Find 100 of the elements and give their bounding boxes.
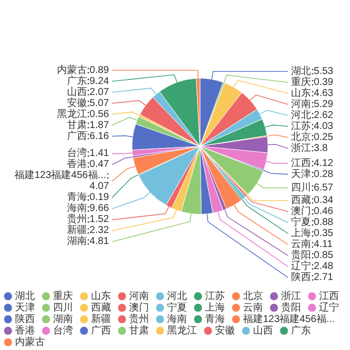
data-label: 0.56	[90, 108, 110, 120]
legend-label: 香港	[15, 324, 35, 336]
slice-label: 湖北	[291, 64, 311, 77]
slice-label: 云南	[291, 238, 311, 250]
data-label: 1.87	[90, 120, 110, 131]
slice-label: 西藏	[291, 194, 311, 206]
data-label: 4.03	[314, 120, 334, 132]
data-label: 0.39	[314, 76, 334, 88]
data-label: 0.35	[314, 228, 334, 240]
data-label: 2.48	[314, 261, 334, 272]
data-label: 9.66	[90, 203, 110, 214]
slice-label: 四川	[291, 181, 311, 194]
slice-label: 海南	[66, 202, 87, 214]
legend-label: 上海	[205, 301, 225, 314]
legend-label: 陕西	[15, 312, 35, 325]
slice-label: 广东	[66, 74, 87, 87]
data-label: 0.34	[314, 195, 334, 206]
legend-label: 贵阳	[281, 301, 301, 314]
legend-label: 重庆	[53, 290, 73, 302]
slice-label: 重庆	[291, 76, 311, 88]
slice-label: 黑龙江	[56, 108, 87, 120]
legend-label: 西藏	[91, 301, 111, 314]
legend-label: 福建123福建456福...	[243, 312, 335, 325]
legend-label: 天津	[15, 301, 35, 314]
data-label: 4.63	[314, 88, 334, 99]
legend-label: 青海	[205, 312, 225, 325]
data-label: 2.32	[90, 225, 110, 236]
slice-label: 新疆	[66, 224, 87, 236]
legend-label: 北京	[243, 290, 263, 302]
data-label: 0.25	[314, 132, 334, 143]
data-label: 2.71	[314, 272, 334, 284]
slice-label: 浙江	[291, 142, 311, 154]
slice-label: 台湾	[66, 147, 87, 160]
data-label: 0.46	[314, 206, 334, 218]
data-label: 1.52	[90, 214, 110, 226]
slice-label: 河北	[291, 108, 311, 121]
legend-label: 山西	[253, 324, 273, 336]
data-label: 4.81	[90, 236, 110, 248]
data-label: 0.28	[314, 168, 334, 180]
slice-label: 湖南	[66, 235, 87, 248]
slice-label: 福建123福建456福...	[14, 169, 106, 182]
slice-label: 广西	[66, 130, 87, 142]
data-label: 0.89	[90, 64, 110, 76]
legend-label: 湖南	[53, 312, 73, 325]
slice-label: 江西	[291, 156, 311, 169]
data-label: 5.53	[314, 66, 334, 77]
slice-label: 贵阳	[291, 249, 311, 262]
legend-label: 河北	[167, 290, 187, 302]
slice-label: 辽宁	[291, 260, 311, 272]
slice-label: 山东	[291, 86, 311, 99]
data-label: 4.12	[314, 158, 334, 169]
data-label: 4.07	[90, 181, 110, 192]
legend-label: 江苏	[205, 290, 225, 302]
slice-label: 山西	[66, 86, 87, 98]
legend-label: 内蒙古	[15, 336, 45, 348]
slice-label: 上海	[291, 227, 311, 240]
slice-label: 北京	[291, 130, 311, 143]
slice-label: 澳门	[291, 205, 311, 218]
legend-label: 广西	[91, 324, 111, 336]
legend-label: 甘肃	[129, 324, 149, 336]
slice-label: 甘肃	[66, 118, 87, 131]
data-label: 2.62	[314, 110, 334, 121]
legend-label: 广东	[291, 324, 311, 336]
data-label: 5.07	[90, 98, 110, 109]
legend-label: 台湾	[53, 324, 73, 336]
slice-label: 天津	[291, 168, 311, 180]
legend-label: 宁夏	[167, 301, 187, 314]
data-label: 6.57	[314, 182, 334, 194]
data-label: 0.47	[90, 159, 110, 170]
legend-label: 云南	[243, 301, 263, 314]
legend-label: 贵州	[129, 312, 149, 325]
legend-label: 澳门	[129, 301, 149, 314]
legend-label: 山东	[91, 290, 111, 302]
legend-label: 海南	[167, 312, 187, 325]
legend-label: 辽宁	[319, 301, 339, 314]
data-label: 9.24	[90, 76, 110, 87]
legend-label: 四川	[53, 301, 73, 314]
legend-label: 浙江	[281, 290, 301, 302]
legend-label: 新疆	[91, 312, 111, 325]
data-label: 0.85	[314, 250, 334, 262]
legend-label: 江西	[319, 290, 339, 302]
data-label: 4.11	[314, 239, 333, 250]
data-label: 5.29	[314, 98, 334, 110]
data-label: 0.19	[90, 192, 110, 204]
slice-label: 江苏	[291, 120, 311, 132]
legend-label: 安徽	[215, 324, 235, 336]
slice-label: 陕西	[291, 271, 311, 284]
slice-label: 贵州	[66, 213, 87, 226]
slice-label: 河南	[291, 98, 311, 110]
data-label: 2.07	[90, 86, 110, 98]
legend-label: 河南	[129, 290, 149, 302]
data-label: 3.8	[314, 142, 328, 154]
slice-label: 青海	[66, 191, 87, 204]
slice-label: 香港	[66, 158, 87, 170]
data-label: 0.88	[314, 217, 334, 228]
slice-label: 安徽	[66, 96, 87, 109]
slice-label: 内蒙古	[56, 64, 87, 76]
slice-label: 宁夏	[291, 216, 311, 228]
data-label: 1.41	[90, 148, 110, 160]
data-label: 6.16	[90, 130, 110, 142]
